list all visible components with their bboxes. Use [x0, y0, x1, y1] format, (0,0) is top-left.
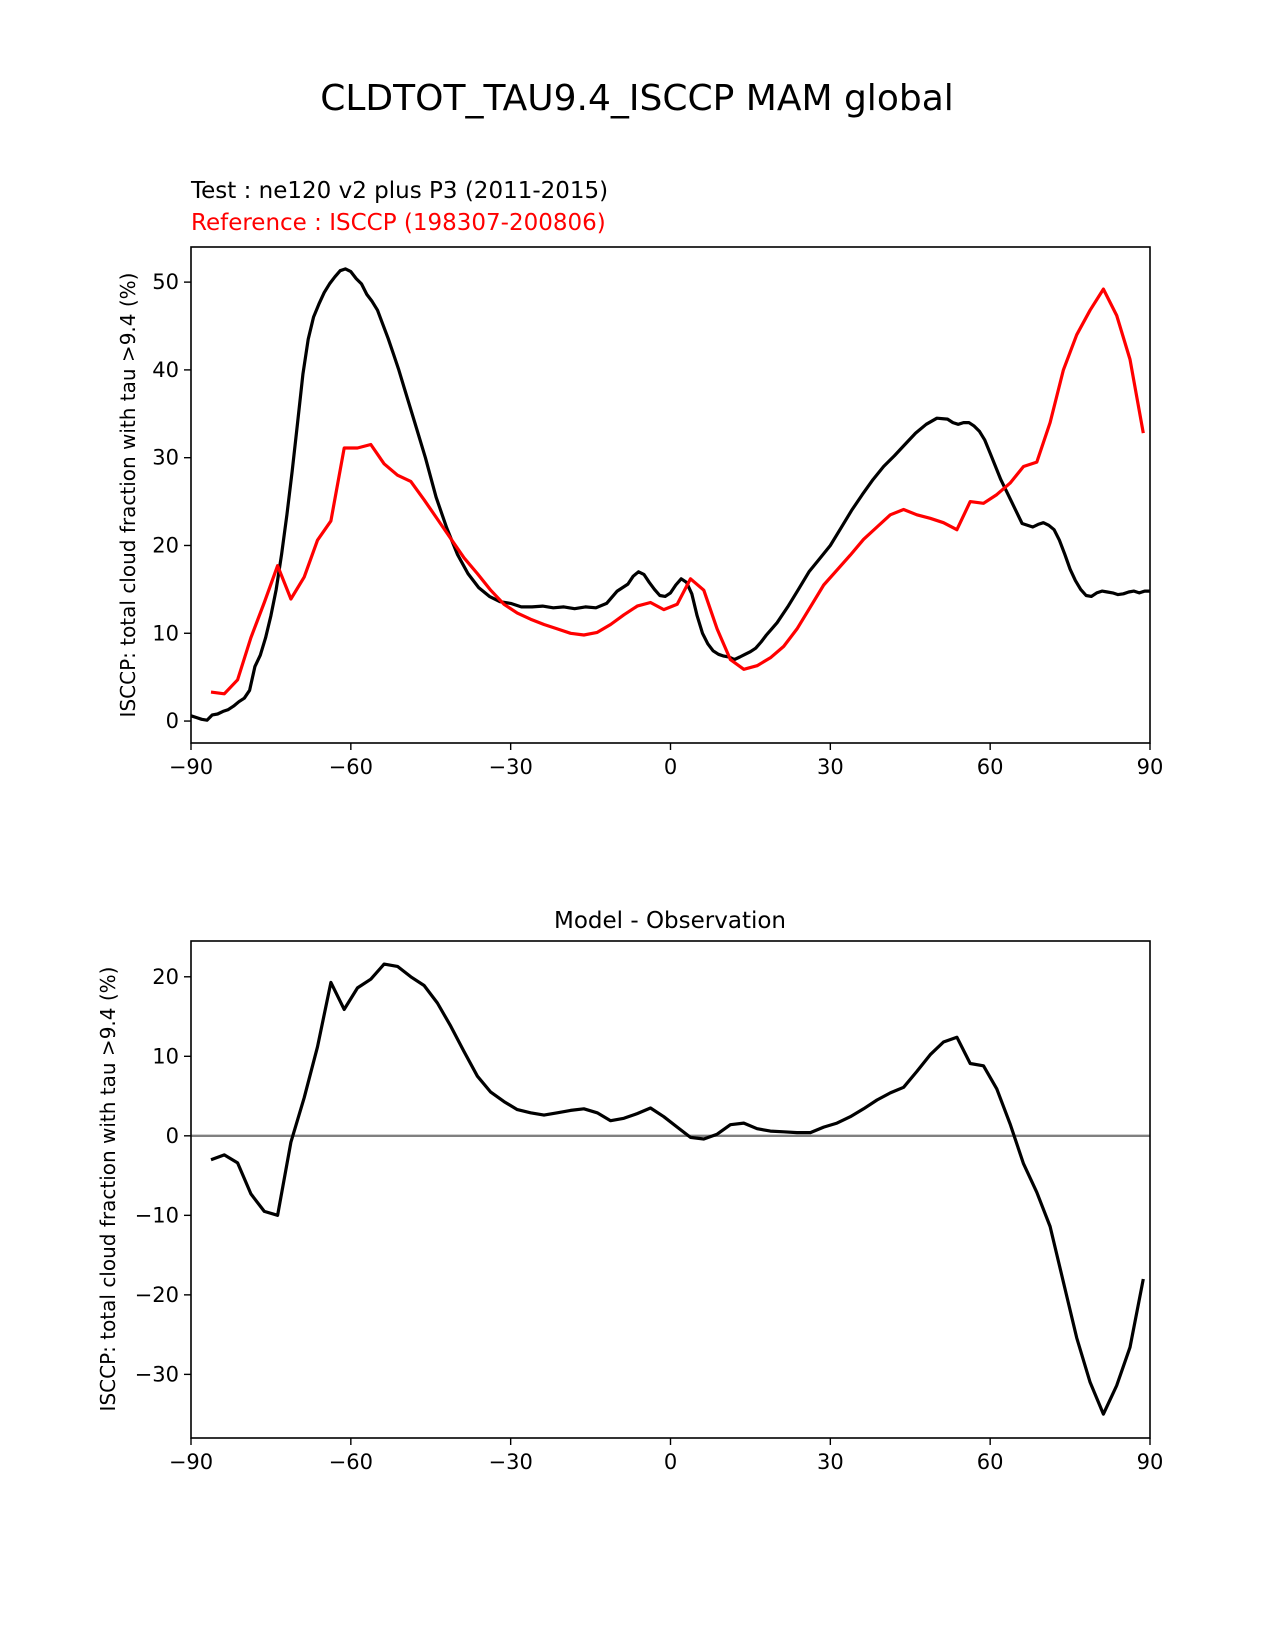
top-xtick-label: 30: [817, 755, 844, 779]
bottom-xtick-label: 90: [1137, 1450, 1164, 1474]
bottom-title: Model - Observation: [554, 908, 786, 934]
top-xtick-label: −30: [489, 755, 533, 779]
bottom-ytick-label: −30: [135, 1362, 179, 1386]
top-ytick-label: 20: [152, 533, 179, 557]
top-ylabel: ISCCP: total cloud fraction with tau >9.…: [116, 273, 140, 718]
bottom-xtick-label: 30: [817, 1450, 844, 1474]
top-ytick-label: 40: [152, 358, 179, 382]
figure-title: CLDTOT_TAU9.4_ISCCP MAM global: [320, 78, 954, 119]
top-grid-and-ticks: −90 −60 −30 0 30 60 90 0 10 20 30 40 50: [152, 270, 1163, 779]
bottom-xtick-label: −30: [489, 1450, 533, 1474]
bottom-ytick-label: −10: [135, 1203, 179, 1227]
bottom-xtick-label: 0: [664, 1450, 677, 1474]
bottom-ytick-label: 0: [166, 1124, 179, 1148]
reference-label: Reference : ISCCP (198307-200806): [191, 210, 606, 236]
top-axes-frame: [190, 246, 1151, 744]
bottom-xtick-label: −60: [329, 1450, 373, 1474]
top-test-series-line: [190, 267, 1150, 722]
top-ytick-label: 10: [152, 621, 179, 645]
bottom-ytick-label: 10: [152, 1044, 179, 1068]
bottom-grid-and-ticks: −90 −60 −30 0 30 60 90 −30 −20 −10 0 10 20: [135, 965, 1164, 1474]
top-xtick-label: −60: [329, 755, 373, 779]
bottom-xtick-label: 60: [977, 1450, 1004, 1474]
top-xtick-label: 90: [1137, 755, 1164, 779]
top-xtick-label: 0: [664, 755, 677, 779]
top-panel: Test : ne120 v2 plus P3 (2011-2015) Refe…: [116, 178, 1163, 779]
top-ytick-label: 0: [166, 709, 179, 733]
top-xtick-label: −90: [169, 755, 213, 779]
bottom-plot-area: [191, 962, 1150, 1416]
test-label: Test : ne120 v2 plus P3 (2011-2015): [190, 178, 608, 204]
top-reference-series-line: [210, 287, 1145, 696]
bottom-xtick-label: −90: [169, 1450, 213, 1474]
bottom-panel: Model - Observation −90 −60 −30 0 30 60 90−30−…: [96, 908, 1163, 1474]
top-ytick-label: 50: [152, 270, 179, 294]
top-plot-area: [190, 267, 1150, 722]
bottom-ytick-label: 20: [152, 965, 179, 989]
bottom-axes-frame: [190, 940, 1151, 1439]
bottom-difference-series-line: [210, 962, 1145, 1416]
bottom-ytick-label: −20: [135, 1283, 179, 1307]
top-xtick-label: 60: [977, 755, 1004, 779]
top-ytick-label: 30: [152, 446, 179, 470]
bottom-ylabel: ISCCP: total cloud fraction with tau >9.…: [96, 967, 120, 1412]
